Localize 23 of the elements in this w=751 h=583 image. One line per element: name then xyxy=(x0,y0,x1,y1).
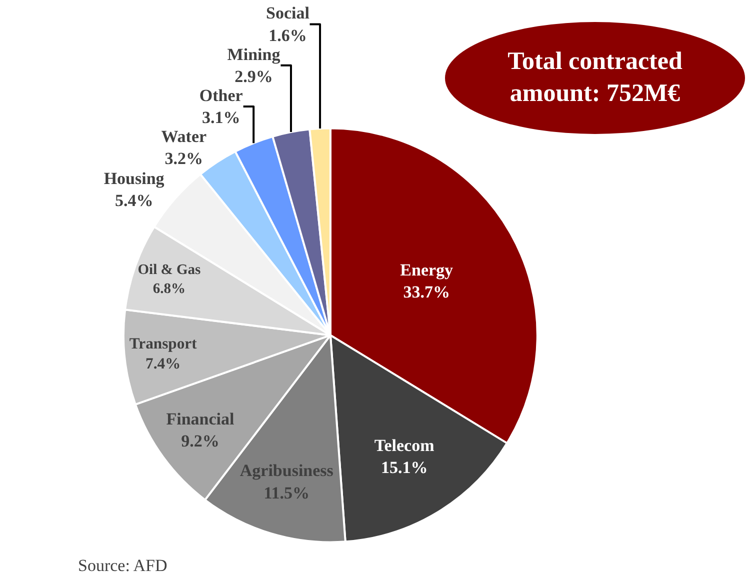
data-label: 3.1% xyxy=(202,108,240,127)
slice-label: Water xyxy=(161,127,207,146)
slice-label: Transport xyxy=(129,335,198,352)
slice-label: Financial xyxy=(166,410,235,429)
data-label: 15.1% xyxy=(380,458,428,478)
data-label: 2.9% xyxy=(234,66,273,86)
slice-label: Telecom xyxy=(374,436,434,455)
slice-label: Housing xyxy=(104,168,165,188)
slice-label: Oil & Gas xyxy=(138,262,202,278)
data-label: 1.6% xyxy=(268,26,307,45)
data-label: 6.8% xyxy=(152,280,186,297)
slice-label: Social xyxy=(266,4,310,23)
data-label: 7.4% xyxy=(146,356,181,373)
source-note: Source: AFD xyxy=(78,556,168,576)
slice-label: Mining xyxy=(227,44,281,64)
data-label: 33.7% xyxy=(403,282,450,302)
data-label: 3.2% xyxy=(164,149,203,168)
data-label: 5.4% xyxy=(114,191,154,210)
data-label: 9.2% xyxy=(181,432,220,451)
slice-label: Agribusiness xyxy=(240,461,334,480)
slice-label: Other xyxy=(199,86,244,105)
data-label: 11.5% xyxy=(264,483,310,502)
slice-label: Energy xyxy=(400,260,454,280)
